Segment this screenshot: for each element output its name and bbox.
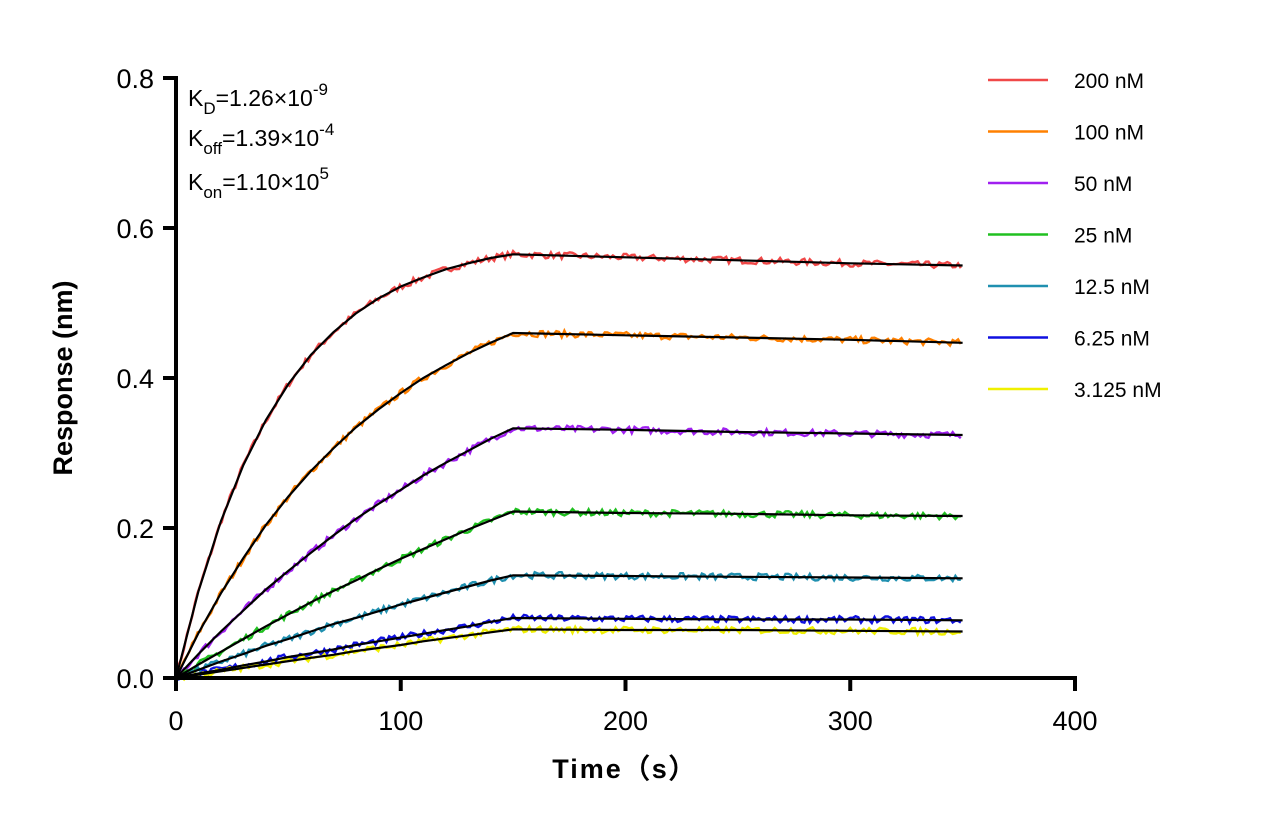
series-line-6	[175, 624, 961, 682]
series-line-3	[175, 506, 961, 682]
annotation-koff: Koff=1.39×10-4	[188, 120, 334, 158]
x-tick-label: 400	[1052, 706, 1097, 736]
fit-line-6	[175, 628, 963, 680]
legend-label: 12.5 nM	[1074, 276, 1150, 299]
y-axis-label: Response (nm)	[48, 280, 78, 475]
x-axis-label: Time（s）	[552, 754, 698, 784]
fit-line-1	[175, 331, 963, 679]
series-line-1	[174, 327, 962, 676]
x-tick-label: 200	[603, 706, 648, 736]
series-line-0	[174, 249, 962, 681]
legend-label: 6.25 nM	[1074, 328, 1150, 351]
legend-label: 25 nM	[1074, 225, 1132, 248]
legend-item[interactable]: 12.5 nM	[988, 276, 1150, 299]
legend-label: 200 nM	[1074, 70, 1144, 93]
legend[interactable]: 200 nM 100 nM 50 nM 25 nM 12.5 nM 6.25 nM 3.12…	[988, 70, 1162, 402]
fit-line-3	[175, 510, 963, 679]
legend-label: 50 nM	[1074, 173, 1132, 196]
series-line-5	[175, 612, 962, 681]
legend-label: 100 nM	[1074, 122, 1144, 145]
legend-item[interactable]: 25 nM	[988, 225, 1132, 248]
legend-label: 3.125 nM	[1074, 379, 1162, 402]
fit-line-0	[174, 253, 963, 679]
y-tick-label: 0.6	[116, 214, 154, 244]
y-tick-label: 0.8	[116, 64, 154, 94]
y-tick-label: 0.0	[116, 664, 154, 694]
y-tick-label: 0.4	[116, 364, 154, 394]
series-layer	[174, 249, 963, 682]
legend-item[interactable]: 200 nM	[988, 70, 1144, 93]
fit-line-4	[175, 574, 963, 680]
legend-item[interactable]: 100 nM	[988, 122, 1144, 145]
legend-item[interactable]: 50 nM	[988, 173, 1132, 196]
legend-item[interactable]: 3.125 nM	[988, 379, 1162, 402]
annotation-kD: KD=1.26×10-9	[188, 80, 328, 118]
x-tick-label: 0	[168, 706, 183, 736]
x-tick-label: 300	[828, 706, 873, 736]
fit-line-5	[175, 616, 963, 680]
fit-line-2	[175, 427, 963, 679]
y-tick-label: 0.2	[116, 514, 154, 544]
annotation-kon: Kon=1.10×105	[188, 164, 329, 202]
legend-item[interactable]: 6.25 nM	[988, 328, 1150, 351]
x-tick-label: 100	[378, 706, 423, 736]
axes: 0.0 0.2 0.4 0.6 0.8 0 100 200 300 400	[116, 64, 1097, 736]
